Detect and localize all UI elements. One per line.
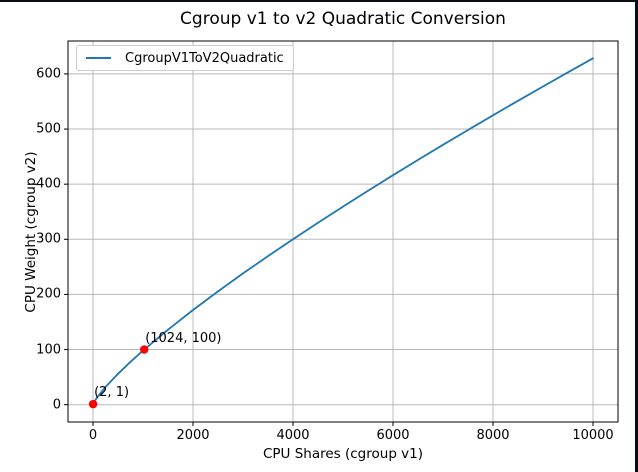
y-tick-label: 600 bbox=[36, 66, 61, 82]
legend-label: CgroupV1ToV2Quadratic bbox=[125, 50, 284, 66]
y-tick-label: 0 bbox=[52, 397, 61, 413]
point-annotation: (1024, 100) bbox=[145, 330, 222, 346]
y-tick-label: 300 bbox=[36, 231, 61, 247]
y-tick-label: 500 bbox=[36, 121, 61, 137]
x-tick-label: 6000 bbox=[376, 428, 410, 443]
y-tick-label: 200 bbox=[36, 286, 61, 302]
x-tick-label: 0 bbox=[88, 428, 98, 443]
x-tick-label: 4000 bbox=[276, 428, 310, 443]
x-axis-label: CPU Shares (cgroup v1) bbox=[262, 446, 424, 462]
data-point-marker bbox=[140, 345, 149, 354]
chart-title: Cgroup v1 to v2 Quadratic Conversion bbox=[180, 9, 506, 29]
window-edge-top bbox=[0, 0, 638, 2]
x-tick-label: 8000 bbox=[476, 428, 510, 443]
y-tick-label: 100 bbox=[36, 342, 61, 358]
x-tick-label: 2000 bbox=[176, 428, 210, 443]
y-tick-label: 400 bbox=[36, 176, 61, 192]
data-point-marker bbox=[88, 399, 98, 409]
point-annotation: (2, 1) bbox=[94, 385, 130, 401]
axes-spines bbox=[67, 40, 619, 423]
window-edge-right bbox=[635, 0, 638, 472]
legend-line-sample bbox=[86, 57, 111, 59]
legend: CgroupV1ToV2Quadratic bbox=[76, 45, 294, 71]
x-tick-label: 10000 bbox=[572, 428, 614, 443]
conversion-curve bbox=[92, 57, 594, 406]
